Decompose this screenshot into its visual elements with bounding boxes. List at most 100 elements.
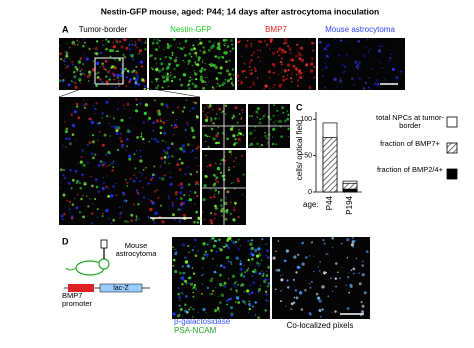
micrograph-signal [298,69,302,73]
micrograph-signal [215,162,217,164]
panel-label: D [62,236,69,246]
micrograph-signal [67,83,71,87]
micrograph-signal [260,57,262,59]
micrograph-signal [239,260,242,263]
micrograph-signal [246,39,249,42]
micrograph-signal [309,286,312,289]
micrograph-signal [391,67,395,71]
micrograph-signal [267,43,269,45]
micrograph-signal [64,50,66,52]
micrograph-signal [222,38,226,42]
micrograph-signal [324,65,328,69]
micrograph-signal [303,241,305,242]
micrograph-signal [213,270,217,274]
micrograph-signal [361,264,365,267]
micrograph-signal [165,76,169,80]
micrograph-signal [191,267,194,269]
micrograph-signal [287,113,290,116]
micrograph-signal [265,274,269,277]
micrograph-signal [204,77,206,79]
micrograph-signal [176,163,180,167]
micrograph-signal [230,127,234,131]
micrograph-signal [177,106,180,109]
micrograph-signal [182,48,184,50]
micrograph-signal [69,63,71,64]
micrograph-signal [327,295,330,298]
micrograph-signal [159,118,162,121]
micrograph-signal [156,84,160,88]
micrograph-signal [208,163,212,167]
micrograph-signal [141,78,145,82]
micrograph-signal [237,291,239,292]
micrograph-signal [91,156,95,160]
micrograph-signal [109,49,113,53]
micrograph-signal [83,53,85,55]
micrograph-signal [259,146,260,148]
micrograph-signal [246,289,250,293]
micrograph-signal [298,53,302,57]
micrograph-signal [240,283,245,287]
micrograph-signal [133,153,136,156]
micrograph-signal [102,65,105,68]
micrograph-signal [220,203,222,205]
micrograph-signal [232,74,235,76]
micrograph-signal [122,146,124,149]
micrograph-signal [385,71,387,73]
mouse-head [98,258,110,270]
micrograph-signal [194,84,198,88]
micrograph-signal [101,163,105,167]
micrograph-signal [278,114,280,116]
micrograph-signal [232,134,236,138]
micrograph-signal [108,98,110,100]
micrograph-signal [220,159,222,161]
micrograph-signal [174,58,178,62]
micrograph-signal [60,214,64,218]
micrograph-signal [285,77,288,81]
micrograph-signal [94,113,96,114]
micrograph-signal [134,44,137,47]
micrograph-signal [207,81,209,83]
micrograph-signal [272,51,276,55]
micrograph-signal [254,271,257,274]
micrograph-signal [287,63,291,67]
micrograph-signal [210,117,212,119]
micrograph-signal [207,199,209,201]
micrograph-signal [195,170,199,173]
micrograph-signal [143,87,146,90]
micrograph-signal [159,58,162,60]
micrograph-signal [339,79,342,83]
micrograph-signal [264,84,268,88]
micrograph-signal [210,118,213,121]
micrograph-signal [357,40,361,43]
micrograph-signal [225,299,229,303]
micrograph-signal [132,75,135,77]
micrograph-signal [223,44,226,47]
micrograph-signal [228,166,230,169]
micrograph-signal [105,69,107,71]
micrograph-signal [261,117,264,120]
micrograph-signal [186,122,188,124]
micrograph-signal [106,175,108,177]
micrograph-signal [87,74,90,77]
micrograph-signal [100,164,103,166]
micrograph-signal [194,156,197,159]
micrograph-signal [174,248,176,250]
micrograph-signal [276,50,279,53]
micrograph-signal [224,104,228,108]
micrograph-signal [294,289,297,292]
micrograph-signal [364,81,368,84]
micrograph-signal [308,86,312,90]
micrograph-signal [262,115,265,118]
micrograph-signal [197,56,201,60]
micrograph-signal [299,291,303,295]
micrograph-signal [340,39,343,42]
micrograph-signal [152,129,155,132]
micrograph-signal [291,59,295,62]
micrograph-signal [107,187,110,190]
micrograph-signal [356,73,358,75]
micrograph-signal [257,40,261,43]
micrograph-signal [214,55,217,58]
micrograph-signal [142,196,146,199]
micrograph-signal [258,272,261,275]
micrograph-signal [222,245,224,247]
